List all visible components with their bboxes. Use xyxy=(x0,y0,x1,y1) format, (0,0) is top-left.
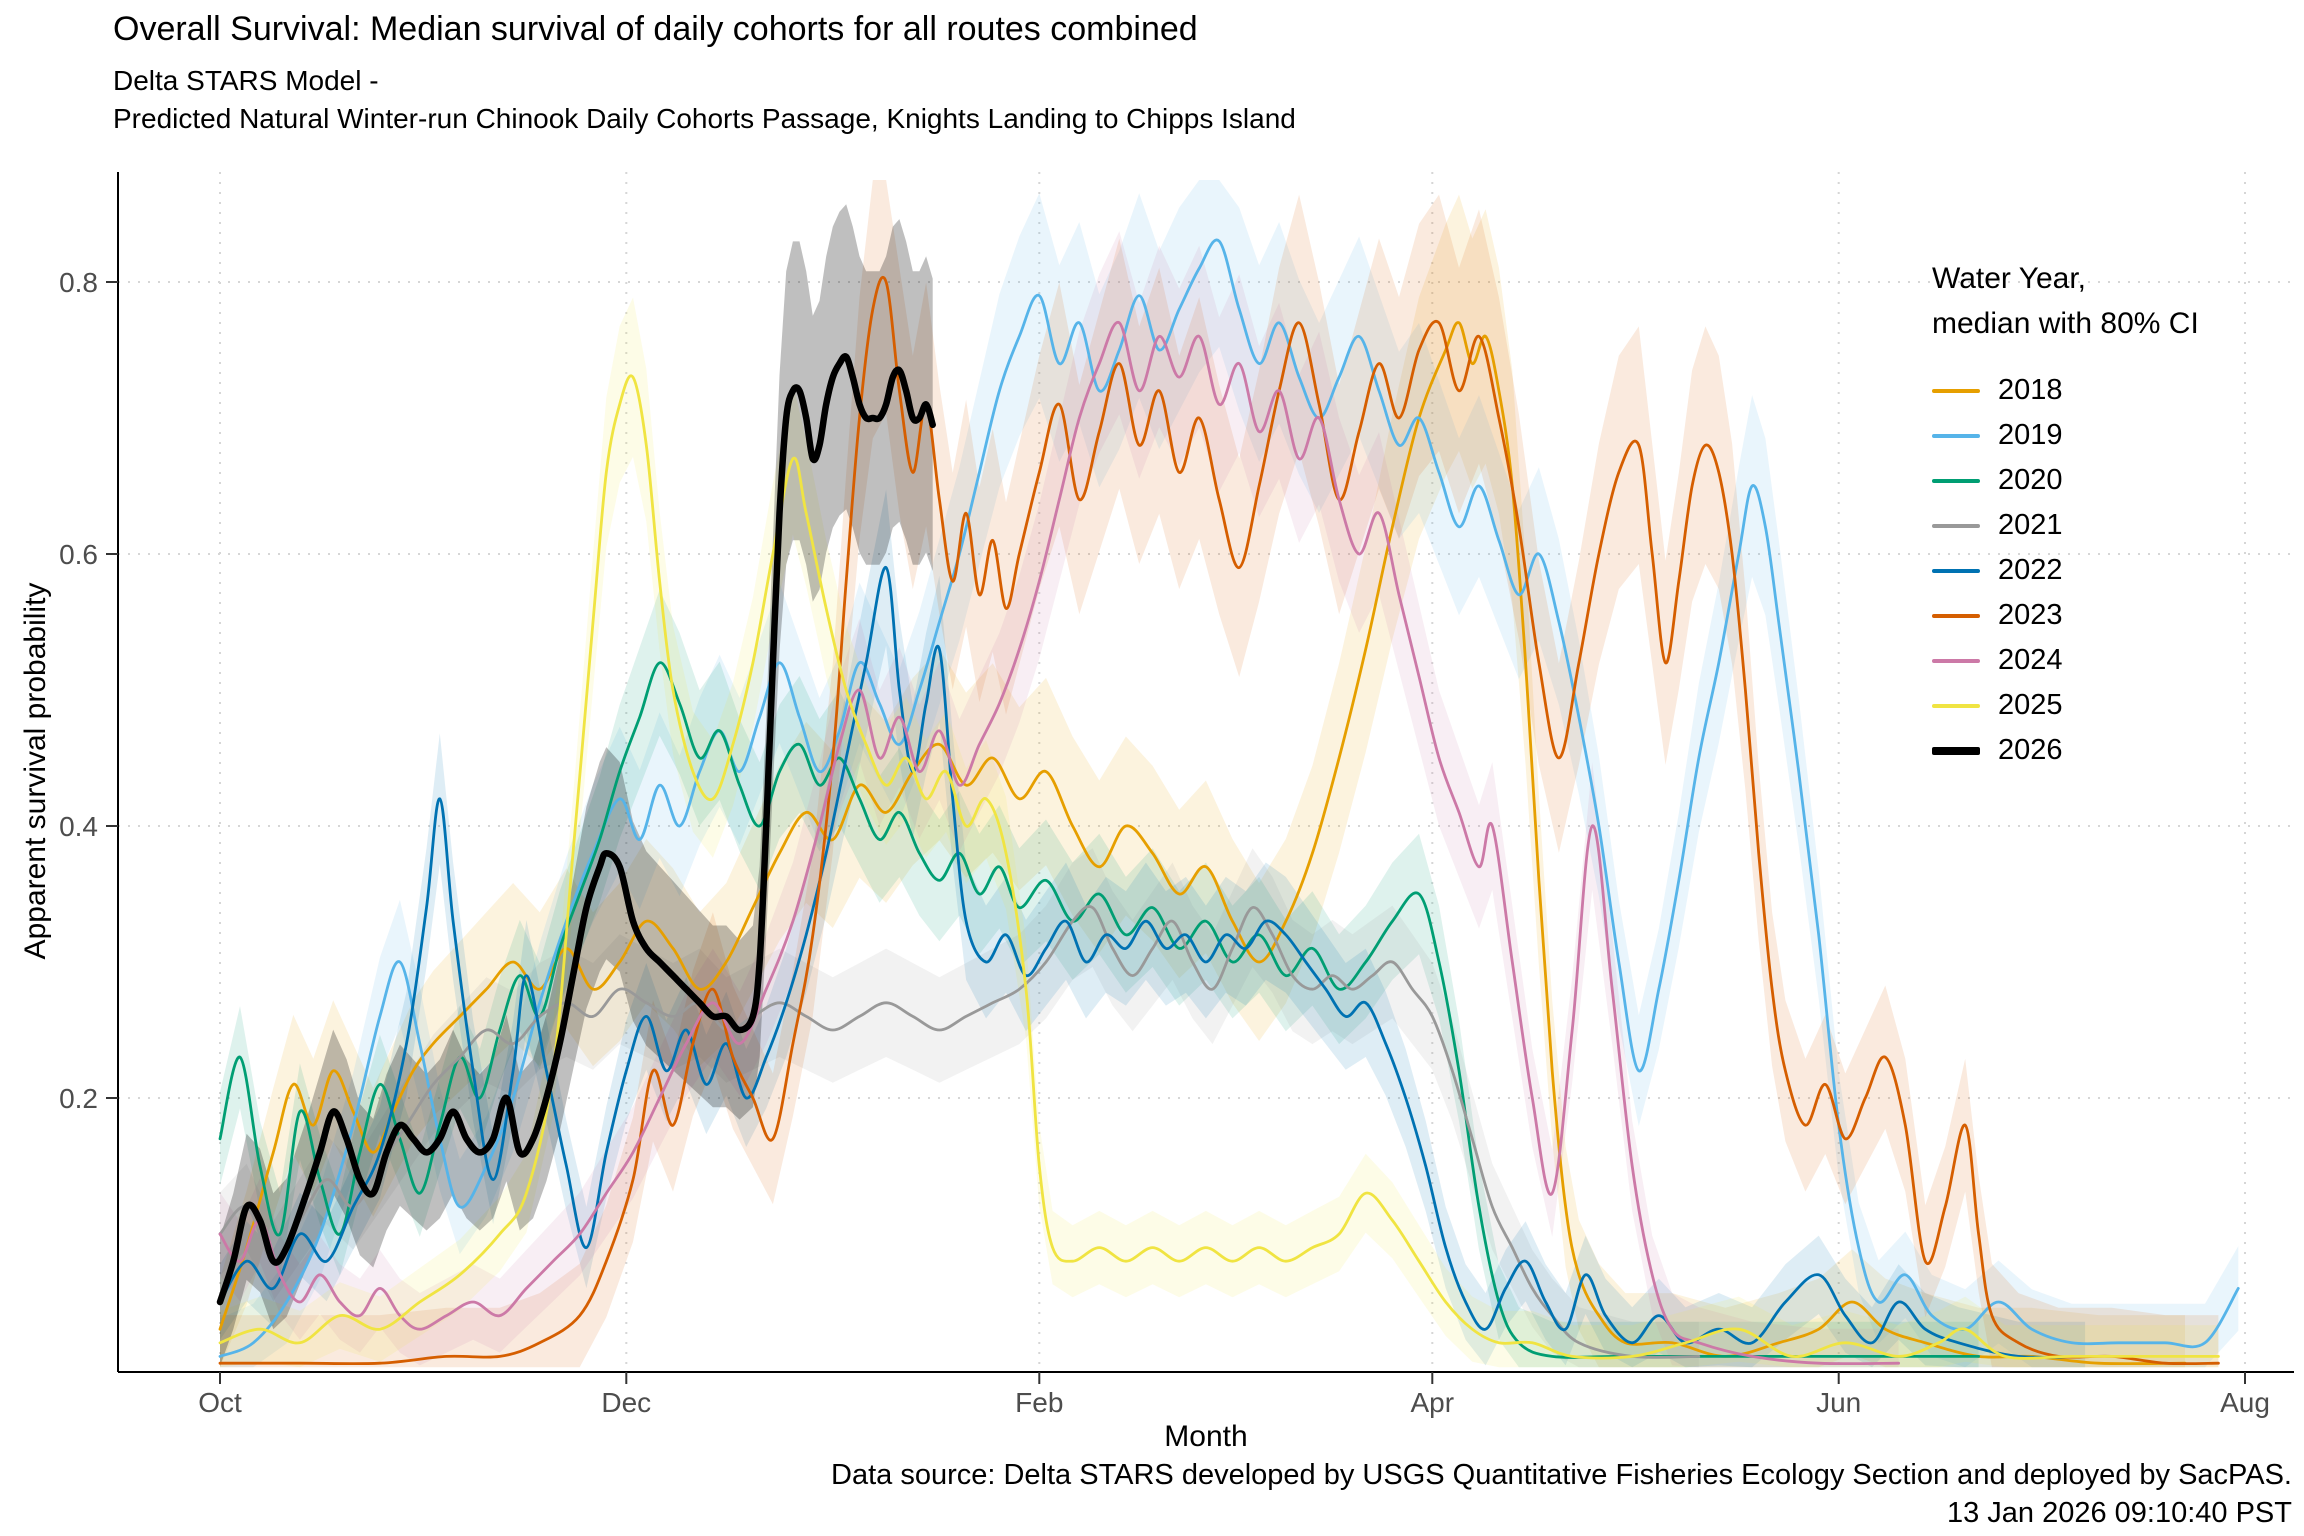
legend-line-swatch xyxy=(1932,388,1980,393)
legend-line-swatch xyxy=(1932,703,1980,708)
legend-entries: 2018 2019 2020 2021 2022 2023 2024 2025 2026 xyxy=(1932,368,2199,773)
gridlines xyxy=(118,172,2294,1372)
y-tick-label: 0.2 xyxy=(59,1083,98,1114)
series-line-2026 xyxy=(216,353,936,1306)
caption: Data source: Delta STARS developed by US… xyxy=(831,1456,2292,1532)
series-line-2025 xyxy=(218,374,2220,1360)
x-axis-label: Month xyxy=(1164,1420,1248,1453)
series-line-2024 xyxy=(218,321,1900,1366)
ci-ribbon-2024 xyxy=(220,231,1899,1368)
series-line-2020 xyxy=(218,661,1980,1359)
legend-line-swatch xyxy=(1932,433,1980,438)
series-line-2023 xyxy=(218,275,2220,1366)
chart-subtitle: Delta STARS Model - Predicted Natural Wi… xyxy=(113,65,1296,134)
x-tick-label: Oct xyxy=(198,1387,242,1418)
series-line-2018 xyxy=(218,321,2187,1366)
legend-entry-label: 2019 xyxy=(1998,419,2063,451)
legend-entry-label: 2018 xyxy=(1998,374,2063,406)
legend-entry-2021: 2021 xyxy=(1932,503,2199,548)
legend-entry-label: 2023 xyxy=(1998,599,2063,631)
legend-entry-label: 2022 xyxy=(1998,554,2063,586)
legend-entry-2022: 2022 xyxy=(1932,548,2199,593)
legend-entry-2026: 2026 xyxy=(1932,728,2199,773)
legend-entry-2020: 2020 xyxy=(1932,458,2199,503)
y-tick-label: 0.6 xyxy=(59,539,98,570)
legend-line-swatch xyxy=(1932,613,1980,618)
legend-entry-2019: 2019 xyxy=(1932,413,2199,458)
legend-title: Water Year, median with 80% CI xyxy=(1932,262,2199,340)
y-tick-label: 0.4 xyxy=(59,811,98,842)
legend: Water Year, median with 80% CI 2018 2019 2… xyxy=(1932,256,2199,773)
legend-line-swatch xyxy=(1932,478,1980,483)
x-tick-label: Aug xyxy=(2220,1387,2270,1418)
caption-timestamp: 13 Jan 2026 09:10:40 PST xyxy=(1946,1497,2292,1529)
legend-entry-2024: 2024 xyxy=(1932,638,2199,683)
y-tick-label: 0.8 xyxy=(59,267,98,298)
legend-line-swatch xyxy=(1932,658,1980,663)
legend-entry-2025: 2025 xyxy=(1932,683,2199,728)
x-tick-label: Apr xyxy=(1411,1387,1455,1418)
ci-ribbon-2019 xyxy=(220,180,2239,1368)
x-tick-label: Dec xyxy=(601,1387,651,1418)
caption-source: Data source: Delta STARS developed by US… xyxy=(831,1459,2292,1491)
series-line-2021 xyxy=(218,905,1701,1359)
chart-title: Overall Survival: Median survival of dai… xyxy=(113,10,1198,48)
legend-entry-label: 2021 xyxy=(1998,509,2063,541)
legend-entry-label: 2020 xyxy=(1998,464,2063,496)
legend-line-swatch xyxy=(1932,746,1980,755)
legend-entry-label: 2025 xyxy=(1998,689,2063,721)
series-lines xyxy=(216,238,2240,1366)
legend-line-swatch xyxy=(1932,568,1980,573)
legend-entry-label: 2026 xyxy=(1998,734,2063,766)
x-tick-label: Feb xyxy=(1015,1387,1063,1418)
legend-entry-label: 2024 xyxy=(1998,644,2063,676)
axes: 0.2 0.4 0.6 0.8 Oct Dec Feb Apr Jun Aug xyxy=(59,172,2294,1418)
legend-entry-2023: 2023 xyxy=(1932,593,2199,638)
ci-ribbon-2026 xyxy=(220,204,933,1367)
legend-entry-2018: 2018 xyxy=(1932,368,2199,413)
legend-line-swatch xyxy=(1932,523,1980,528)
x-tick-label: Jun xyxy=(1816,1387,1861,1418)
